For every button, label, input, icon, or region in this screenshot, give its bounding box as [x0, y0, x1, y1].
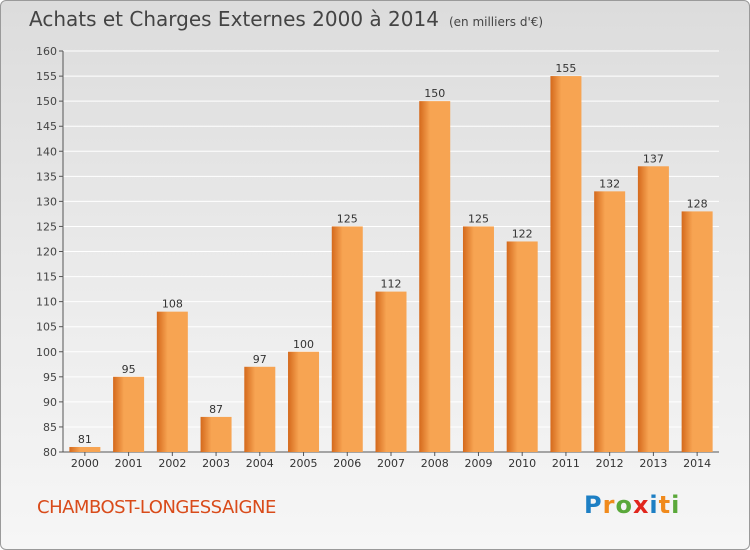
x-tick-label: 2008 — [421, 457, 449, 470]
x-tick-label: 2006 — [333, 457, 361, 470]
bar — [69, 446, 101, 452]
bar — [288, 351, 320, 452]
y-tick-label: 125 — [36, 220, 57, 233]
y-tick-label: 155 — [36, 70, 57, 83]
proxiti-logo: Proxiti — [584, 491, 680, 519]
x-tick-label: 2005 — [290, 457, 318, 470]
bar-value-label: 125 — [468, 212, 489, 225]
x-tick-label: 2012 — [596, 457, 624, 470]
bar — [156, 311, 188, 452]
y-tick-label: 140 — [36, 145, 57, 158]
bar-value-label: 81 — [78, 433, 92, 446]
y-tick-label: 130 — [36, 195, 57, 208]
bar-value-label: 95 — [122, 363, 136, 376]
chart-unit: (en milliers d'€) — [448, 15, 544, 29]
bar-value-label: 125 — [337, 212, 358, 225]
bar — [375, 291, 407, 452]
bar — [681, 211, 713, 452]
bar-value-label: 132 — [599, 177, 620, 190]
logo-letter: i — [671, 491, 681, 519]
bar-value-label: 137 — [643, 152, 664, 165]
chart-title: Achats et Charges Externes 2000 à 2014 (e… — [29, 7, 543, 31]
y-tick-label: 150 — [36, 95, 57, 108]
commune-name: CHAMBOST-LONGESSAIGNE — [37, 497, 276, 518]
x-tick-label: 2013 — [639, 457, 667, 470]
y-tick-label: 160 — [36, 45, 57, 58]
bar — [331, 226, 363, 452]
y-tick-label: 95 — [43, 371, 57, 384]
bar-value-label: 108 — [162, 298, 183, 311]
bar-value-label: 112 — [381, 278, 402, 291]
x-tick-label: 2000 — [71, 457, 99, 470]
bar-value-label: 97 — [253, 353, 267, 366]
y-tick-label: 145 — [36, 120, 57, 133]
y-tick-label: 115 — [36, 271, 57, 284]
y-tick-label: 100 — [36, 346, 57, 359]
x-tick-label: 2003 — [202, 457, 230, 470]
bar — [506, 241, 538, 452]
x-tick-label: 2001 — [115, 457, 143, 470]
bar-value-label: 122 — [512, 227, 533, 240]
y-tick-label: 80 — [43, 446, 57, 459]
x-tick-label: 2011 — [552, 457, 580, 470]
logo-letter: P — [584, 491, 603, 519]
bar — [462, 226, 494, 452]
bar-value-label: 155 — [555, 62, 576, 75]
x-tick-label: 2007 — [377, 457, 405, 470]
bar-value-label: 150 — [424, 87, 445, 100]
logo-letter: r — [602, 491, 616, 519]
y-tick-label: 135 — [36, 170, 57, 183]
chart-title-text: Achats et Charges Externes 2000 à 2014 — [29, 7, 439, 31]
y-tick-label: 85 — [43, 421, 57, 434]
x-tick-label: 2010 — [508, 457, 536, 470]
y-tick-label: 110 — [36, 296, 57, 309]
x-tick-label: 2002 — [158, 457, 186, 470]
y-tick-label: 105 — [36, 321, 57, 334]
x-tick-label: 2014 — [683, 457, 711, 470]
x-tick-label: 2009 — [464, 457, 492, 470]
logo-letter: i — [649, 491, 659, 519]
bars: 81 95 108 87 97 100 125 112 150 125 122 155 132 137 12… — [69, 62, 713, 452]
y-tick-label: 90 — [43, 396, 57, 409]
bar-value-label: 87 — [209, 403, 223, 416]
bar — [594, 191, 626, 452]
x-tick-label: 2004 — [246, 457, 274, 470]
logo-letter: o — [615, 491, 633, 519]
y-tick-label: 120 — [36, 246, 57, 259]
logo-letter: t — [658, 491, 672, 519]
bar — [550, 76, 582, 452]
bar-value-label: 100 — [293, 338, 314, 351]
bar — [244, 366, 276, 452]
bar — [419, 101, 451, 452]
bar — [637, 166, 669, 452]
bar — [113, 376, 145, 452]
bar — [200, 416, 232, 452]
bar-value-label: 128 — [687, 197, 708, 210]
logo-letter: x — [632, 491, 650, 519]
